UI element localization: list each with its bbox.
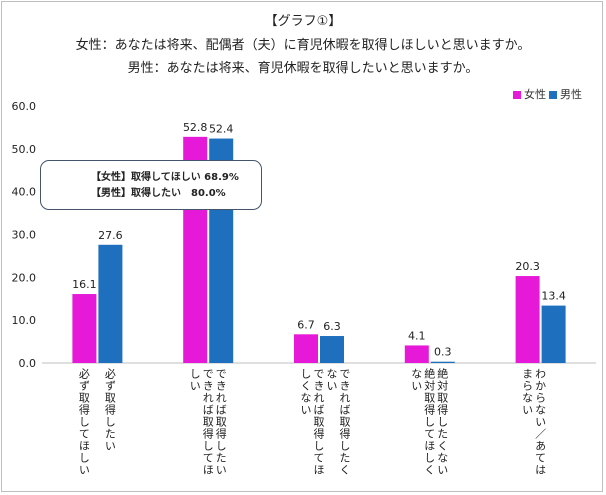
legend-item-male: 男性 — [549, 86, 582, 102]
y-tick-label: 30.0 — [12, 229, 37, 242]
y-tick-label: 10.0 — [12, 314, 37, 327]
chart-title: 【グラフ①】 — [264, 14, 342, 29]
data-label-female: 16.1 — [72, 278, 97, 291]
bar-male — [541, 305, 566, 363]
legend-swatch-female — [513, 91, 521, 99]
data-label-male: 27.6 — [98, 229, 123, 242]
legend-label-female: 女性 — [524, 88, 546, 101]
y-tick-label: 50.0 — [12, 143, 37, 156]
data-label-female: 20.3 — [515, 260, 540, 273]
legend-item-female: 女性 — [513, 86, 546, 102]
legend-label-male: 男性 — [560, 88, 582, 101]
category-label-female: できれば取得してほしい — [188, 368, 215, 476]
data-label-female: 52.8 — [183, 121, 208, 134]
callout-male: 【男性】取得したい 80.0% — [91, 188, 226, 199]
category-label-male: 必ず取得したい — [103, 368, 117, 452]
summary-callout: 【女性】取得してほしい 68.9% 【男性】取得したい 80.0% — [40, 160, 262, 210]
bar-male — [430, 361, 455, 363]
data-label-female: 6.7 — [297, 318, 315, 331]
bar-female — [72, 294, 97, 363]
category-label-male: できれば取得したい — [214, 368, 228, 476]
bar-female — [515, 276, 540, 363]
y-tick-label: 0.0 — [19, 357, 37, 370]
data-label-male: 13.4 — [541, 290, 566, 303]
y-tick-label: 20.0 — [12, 271, 37, 284]
category-label-female: わからない／あてはまらない — [520, 368, 547, 476]
category-label-female: できれば取得してほしくない — [299, 368, 325, 476]
data-label-male: 52.4 — [209, 123, 234, 136]
bar-male — [320, 336, 344, 363]
bar-male — [98, 244, 123, 363]
data-label-female: 4.1 — [408, 329, 426, 342]
bar-female — [294, 334, 318, 363]
data-label-male: 0.3 — [434, 346, 452, 359]
y-tick-label: 60.0 — [12, 100, 37, 113]
callout-female: 【女性】取得してほしい 68.9% — [91, 172, 239, 183]
category-label-male: 絶対取得したくない — [435, 368, 449, 476]
category-label-female: 絶対取得してほしくない — [409, 368, 436, 476]
data-label-male: 6.3 — [323, 320, 341, 333]
category-label-female: 必ず取得してほしい — [77, 368, 91, 476]
y-tick-label: 40.0 — [12, 186, 37, 199]
legend-swatch-male — [549, 91, 557, 99]
chart-subtitle-male: 男性：あなたは将来、育児休暇を取得したいと思いますか。 — [127, 61, 479, 76]
bar-female — [404, 345, 429, 363]
chart-subtitle-female: 女性：あなたは将来、配偶者（夫）に育児休暇を取得しほしいと思いますか。 — [75, 38, 531, 53]
category-label-male: できれば取得したくない — [325, 368, 351, 476]
